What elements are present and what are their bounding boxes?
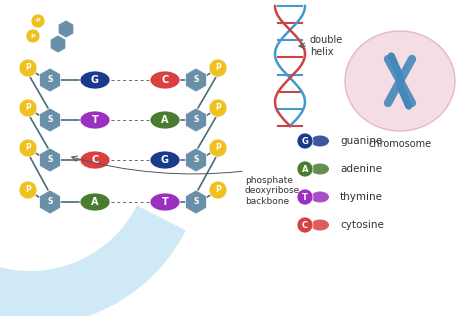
Text: adenine: adenine <box>340 164 382 174</box>
Text: P: P <box>25 64 31 72</box>
Text: G: G <box>91 75 99 85</box>
Polygon shape <box>0 205 186 316</box>
Circle shape <box>297 189 313 205</box>
Polygon shape <box>40 190 60 214</box>
Text: S: S <box>193 116 199 125</box>
Text: C: C <box>161 75 169 85</box>
Text: P: P <box>25 185 31 195</box>
Circle shape <box>297 217 313 233</box>
Text: T: T <box>162 197 168 207</box>
Polygon shape <box>40 108 60 132</box>
Polygon shape <box>186 148 206 172</box>
Circle shape <box>209 181 227 199</box>
Circle shape <box>209 99 227 117</box>
Text: P: P <box>215 104 221 112</box>
Text: G: G <box>161 155 169 165</box>
Text: cytosine: cytosine <box>340 220 384 230</box>
Circle shape <box>19 181 37 199</box>
Circle shape <box>209 59 227 77</box>
Text: A: A <box>302 165 308 173</box>
Text: P: P <box>215 143 221 153</box>
Text: S: S <box>47 198 53 206</box>
Text: S: S <box>47 76 53 84</box>
Ellipse shape <box>311 136 329 147</box>
Text: chromosome: chromosome <box>368 139 431 149</box>
Text: phosphate
deoxyribose
backbone: phosphate deoxyribose backbone <box>245 176 300 206</box>
Circle shape <box>31 14 45 28</box>
Polygon shape <box>186 68 206 92</box>
Circle shape <box>297 161 313 177</box>
Circle shape <box>19 139 37 157</box>
Polygon shape <box>50 35 66 53</box>
Text: A: A <box>91 197 99 207</box>
Ellipse shape <box>80 71 110 89</box>
Text: P: P <box>25 143 31 153</box>
Text: T: T <box>302 192 308 202</box>
Ellipse shape <box>80 193 110 211</box>
Circle shape <box>26 29 40 43</box>
Text: S: S <box>47 116 53 125</box>
Text: G: G <box>301 137 309 145</box>
Ellipse shape <box>150 111 180 129</box>
Ellipse shape <box>150 71 180 89</box>
Ellipse shape <box>80 151 110 169</box>
Text: P: P <box>36 19 40 23</box>
Circle shape <box>297 133 313 149</box>
Text: P: P <box>31 33 35 39</box>
Ellipse shape <box>150 151 180 169</box>
Text: S: S <box>193 76 199 84</box>
Ellipse shape <box>311 163 329 174</box>
Text: P: P <box>215 185 221 195</box>
Ellipse shape <box>150 193 180 211</box>
Text: thymine: thymine <box>340 192 383 202</box>
Text: S: S <box>193 155 199 165</box>
Circle shape <box>19 99 37 117</box>
Text: S: S <box>47 155 53 165</box>
Ellipse shape <box>311 220 329 230</box>
Ellipse shape <box>345 31 455 131</box>
Text: A: A <box>161 115 169 125</box>
Text: S: S <box>193 198 199 206</box>
Polygon shape <box>58 20 74 38</box>
Polygon shape <box>186 190 206 214</box>
Polygon shape <box>40 68 60 92</box>
Circle shape <box>19 59 37 77</box>
Circle shape <box>209 139 227 157</box>
Ellipse shape <box>311 191 329 203</box>
Text: C: C <box>302 221 308 229</box>
Text: T: T <box>91 115 99 125</box>
Polygon shape <box>186 108 206 132</box>
Polygon shape <box>40 148 60 172</box>
Text: double
helix: double helix <box>310 35 343 57</box>
Ellipse shape <box>80 111 110 129</box>
Text: P: P <box>25 104 31 112</box>
Text: P: P <box>215 64 221 72</box>
Text: C: C <box>91 155 99 165</box>
Text: guanine: guanine <box>340 136 382 146</box>
